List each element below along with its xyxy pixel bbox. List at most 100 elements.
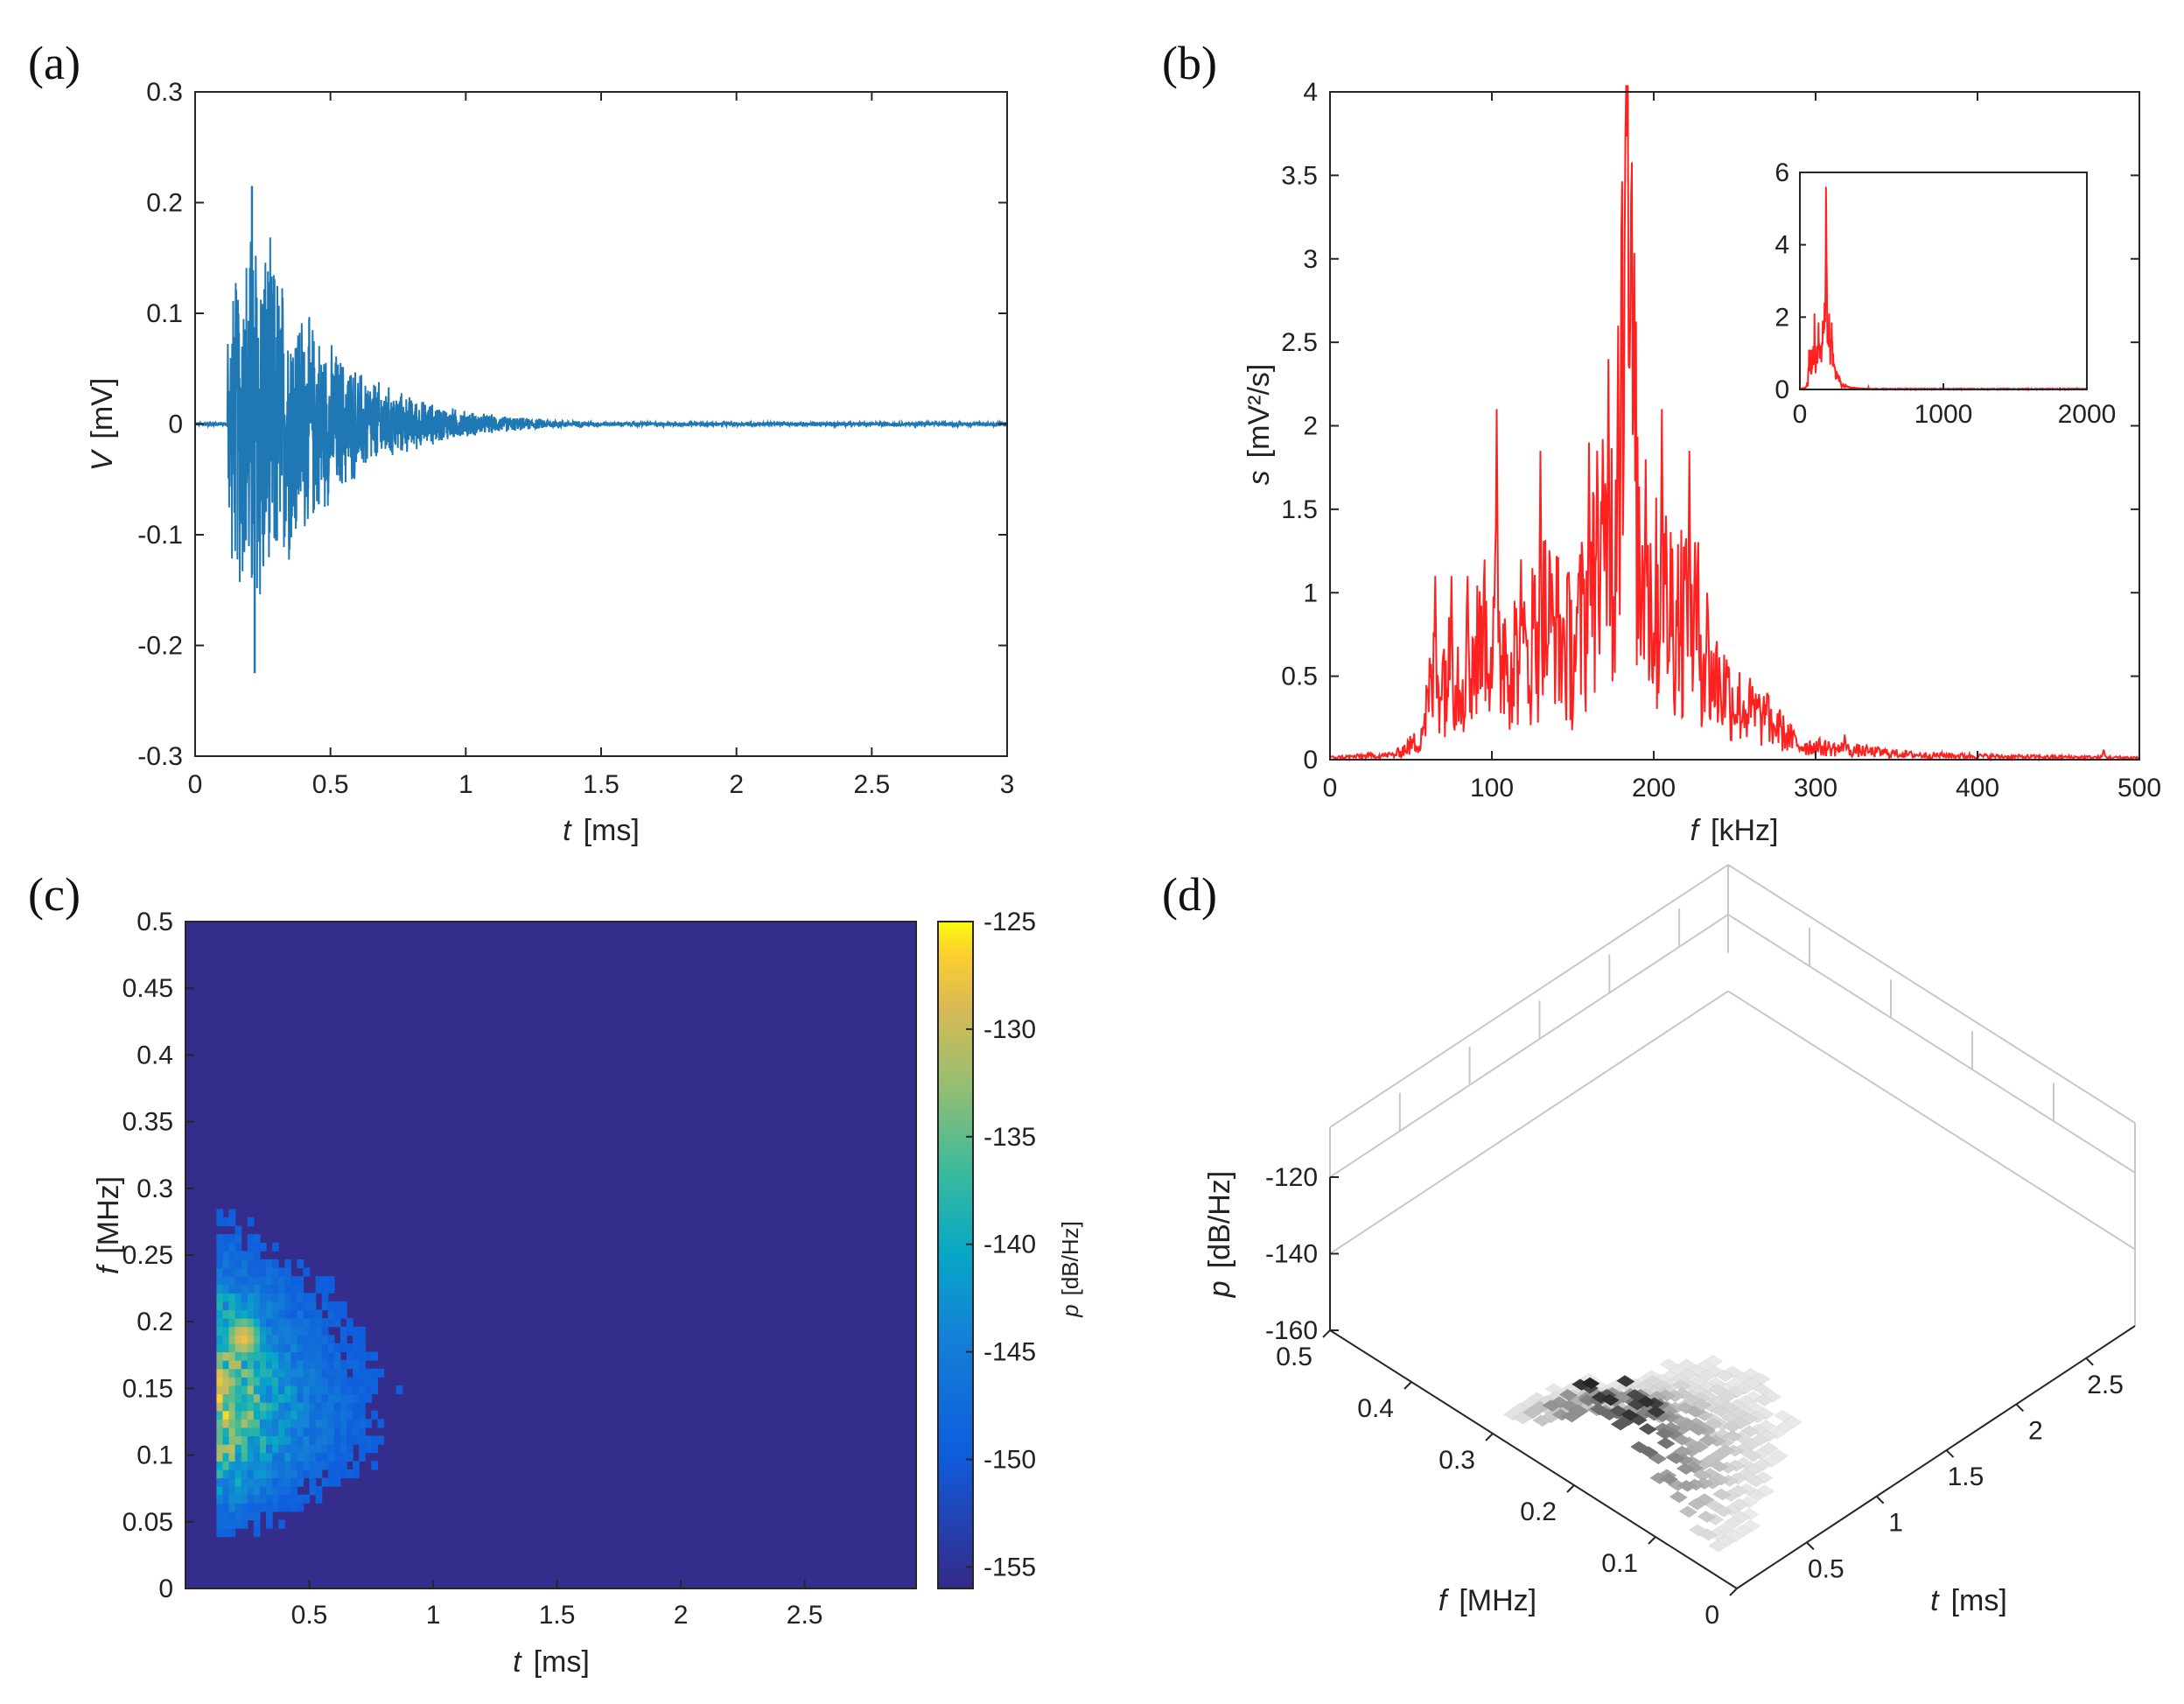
panel-c-cell xyxy=(321,1318,329,1328)
panel-c-cell xyxy=(247,1301,255,1311)
panel-c-cell xyxy=(353,1393,360,1403)
panel-c-cell xyxy=(309,1410,317,1420)
panel-c-cell xyxy=(222,1251,230,1260)
panel-c-cell xyxy=(266,1335,273,1344)
panel-c-cell xyxy=(315,1419,323,1428)
panel-c-cell xyxy=(278,1326,285,1336)
panel-c-cell xyxy=(272,1259,279,1269)
panel-c-cell xyxy=(371,1351,378,1361)
panel-c-cell xyxy=(247,1259,255,1269)
panel-c-cell xyxy=(346,1427,354,1437)
panel-c-cell xyxy=(241,1410,248,1420)
panel-c-cell xyxy=(253,1427,261,1437)
panel-c-cell xyxy=(327,1419,335,1428)
panel-d-f-axis xyxy=(1329,1329,1738,1589)
panel-c-cell xyxy=(266,1503,273,1512)
panel-c-cell xyxy=(321,1377,329,1386)
panel-c-cell xyxy=(303,1402,311,1412)
panel-c-cell xyxy=(259,1486,267,1496)
panel-c-cell xyxy=(228,1309,236,1319)
panel-c-cell xyxy=(278,1301,285,1311)
panel-c-colorbar-label: p[dB/Hz] xyxy=(1057,1221,1083,1318)
panel-c-cell xyxy=(327,1318,335,1328)
panel-c-cell xyxy=(247,1469,255,1479)
panel-c-cell xyxy=(321,1293,329,1302)
panel-d-surface-cell xyxy=(1723,1517,1743,1529)
panel-c-cell xyxy=(228,1234,236,1244)
panel-c-cell xyxy=(216,1444,224,1454)
panel-c-cell xyxy=(290,1486,298,1496)
panel-c-cell xyxy=(253,1267,261,1277)
panel-d-surface-cell xyxy=(1722,1420,1741,1434)
panel-d-box-edge xyxy=(1329,914,1729,1178)
panel-d-surface-cell xyxy=(1558,1388,1578,1401)
panel-c-cell xyxy=(272,1427,279,1437)
panel-c-cell xyxy=(297,1444,304,1454)
panel-c-cell xyxy=(278,1410,285,1420)
panel-d-surface-cell xyxy=(1760,1441,1779,1455)
panel-c-cell xyxy=(253,1519,261,1529)
panel-b-inset-background xyxy=(1800,172,2087,389)
panel-c-cell xyxy=(272,1276,279,1286)
panel-c-cell xyxy=(228,1259,236,1269)
panel-c-cell xyxy=(216,1385,224,1395)
panel-d-surface-cell xyxy=(1640,1446,1659,1459)
panel-d-surface-cell xyxy=(1688,1423,1708,1436)
panel-c-cell xyxy=(247,1368,255,1378)
panel-c-cell xyxy=(278,1427,285,1437)
panel-c-cell xyxy=(333,1427,341,1437)
panel-d-t-tick-label: 0.5 xyxy=(1808,1554,1844,1583)
panel-c-cell xyxy=(309,1343,317,1353)
panel-c-cell xyxy=(321,1385,329,1395)
panel-c-cell xyxy=(321,1276,329,1286)
panel-c-cell xyxy=(303,1393,311,1403)
panel-c-cell xyxy=(253,1234,261,1244)
panel-d-surface-cell xyxy=(1692,1399,1712,1411)
panel-c-cell xyxy=(234,1486,242,1496)
panel-c-cell xyxy=(241,1444,248,1454)
panel-c-cell xyxy=(327,1377,335,1386)
panel-c-cell xyxy=(241,1360,248,1370)
panel-c-cell xyxy=(253,1293,261,1302)
panel-c-cell xyxy=(315,1410,323,1420)
panel-c-cell xyxy=(353,1326,360,1336)
panel-c-cell xyxy=(315,1360,323,1370)
panel-d-surface-cell xyxy=(1746,1489,1767,1502)
panel-c-cell xyxy=(216,1343,224,1353)
panel-c-cell xyxy=(253,1335,261,1344)
panel-c-cell xyxy=(228,1435,236,1445)
panel-c-cell xyxy=(315,1335,323,1344)
panel-a-ytick-label: 0.2 xyxy=(146,189,183,218)
panel-b-inset-ytick-label: 6 xyxy=(1774,158,1789,187)
panel-c-cell xyxy=(315,1435,323,1445)
panel-c-cell xyxy=(259,1393,267,1403)
panel-c-cell xyxy=(259,1377,267,1386)
panel-d-surface-cell xyxy=(1743,1449,1762,1462)
panel-a-xtick-label: 3 xyxy=(1000,770,1015,799)
panel-c-cell xyxy=(340,1309,347,1319)
panel-c-cell xyxy=(297,1284,304,1294)
panel-c-cell xyxy=(284,1360,291,1370)
panel-d-z-tick-label: -140 xyxy=(1265,1240,1318,1269)
panel-c-cell xyxy=(278,1360,285,1370)
panel-c-cell xyxy=(222,1419,230,1428)
panel-c-cell xyxy=(365,1368,372,1378)
panel-d-f-tick-label: 0.4 xyxy=(1357,1394,1394,1423)
panel-c-cell xyxy=(297,1276,304,1286)
panel-c-cell xyxy=(327,1284,335,1294)
panel-c-cell xyxy=(247,1427,255,1437)
panel-c-cell xyxy=(278,1461,285,1470)
panel-c-cell xyxy=(346,1385,354,1395)
panel-c-cell xyxy=(241,1259,248,1269)
panel-c-cell xyxy=(266,1259,273,1269)
panel-b-inset-xtick-label: 2000 xyxy=(2058,400,2117,429)
panel-c-cell xyxy=(297,1259,304,1269)
panel-d-surface-cell xyxy=(1746,1475,1765,1488)
panel-c-cell xyxy=(266,1351,273,1361)
panel-c-cell xyxy=(266,1461,273,1470)
panel-c-cell xyxy=(272,1419,279,1428)
panel-c-cell xyxy=(272,1343,279,1353)
panel-d-surface-cell xyxy=(1666,1452,1685,1465)
panel-c-xtick-label: 2 xyxy=(674,1601,689,1630)
